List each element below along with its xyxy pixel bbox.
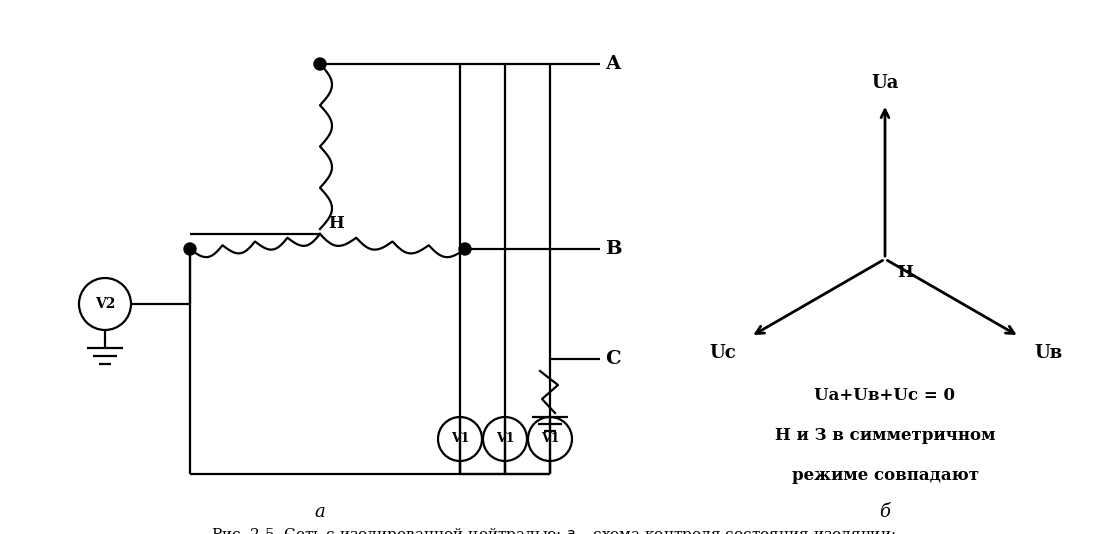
Text: Ua: Ua [872,74,899,92]
Text: Н: Н [328,215,344,232]
Text: V1: V1 [495,433,514,445]
Text: Н и З в симметричном: Н и З в симметричном [774,428,995,444]
Text: Uв: Uв [1034,344,1063,363]
Text: C: C [605,350,620,368]
Circle shape [314,58,326,70]
Text: б: б [879,503,890,521]
Circle shape [184,243,196,255]
Text: а: а [314,503,325,521]
Text: A: A [605,55,620,73]
Text: B: B [605,240,622,258]
Text: V2: V2 [95,297,115,311]
Text: V1: V1 [541,433,560,445]
Text: режиме совпадают: режиме совпадают [792,467,979,484]
Text: Uc: Uc [709,344,735,363]
Text: Рис. 2.5. Сеть с изолированной нейтралью: $а$ – схема контроля состояния изоляци: Рис. 2.5. Сеть с изолированной нейтралью… [210,526,896,534]
Circle shape [459,243,471,255]
Text: Н: Н [897,264,912,281]
Text: Ua+Uв+Uc = 0: Ua+Uв+Uc = 0 [814,388,956,404]
Text: V1: V1 [451,433,469,445]
